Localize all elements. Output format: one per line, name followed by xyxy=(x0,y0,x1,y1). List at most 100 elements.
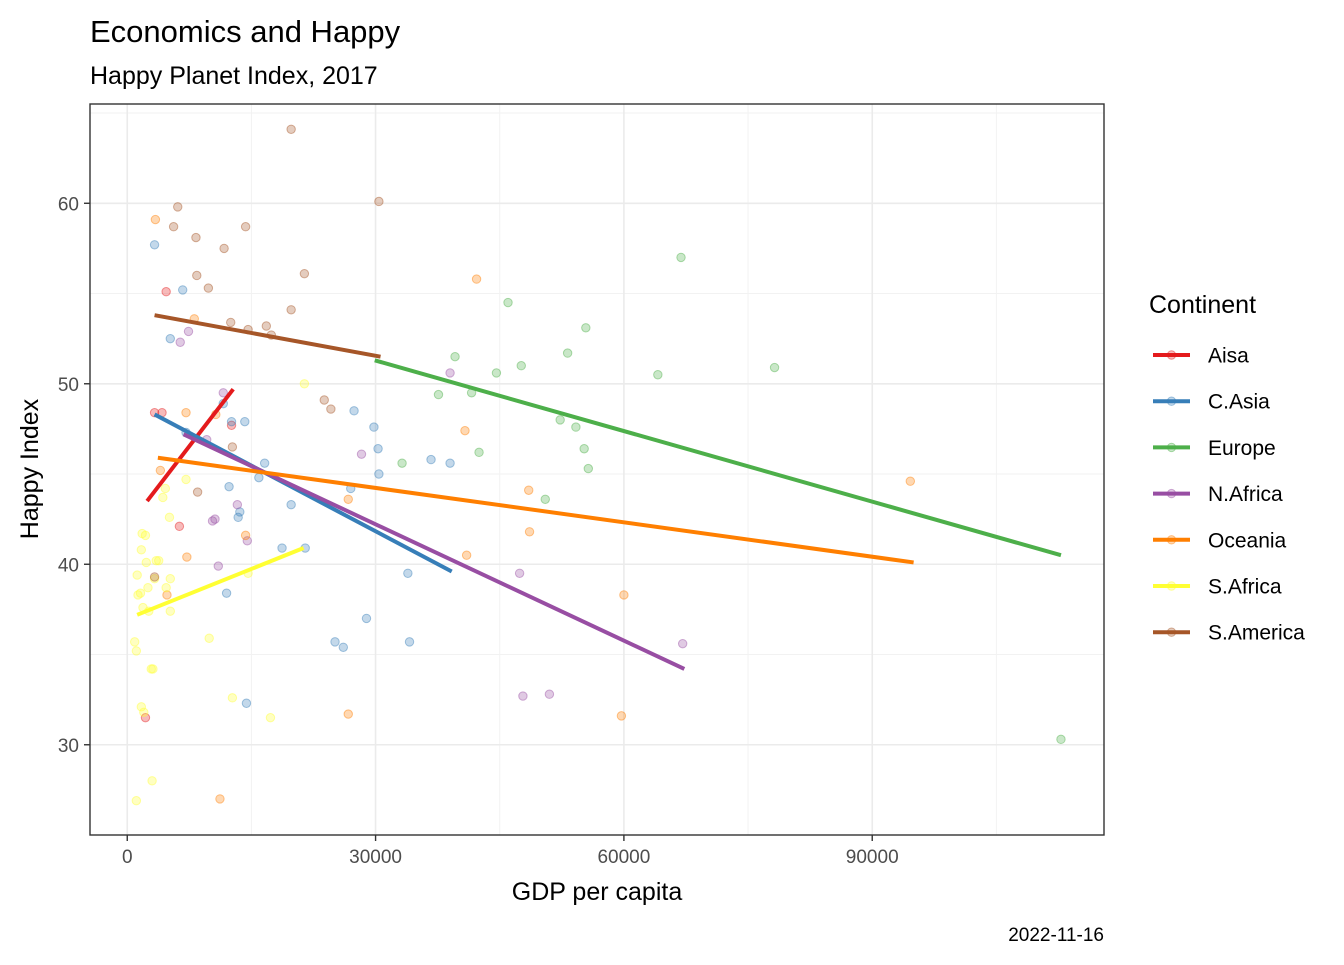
data-point xyxy=(129,637,140,647)
data-point xyxy=(165,333,175,344)
data-point xyxy=(677,638,688,649)
data-point xyxy=(286,305,296,315)
legend-key-point xyxy=(1166,627,1177,637)
data-point xyxy=(277,543,287,553)
data-point xyxy=(232,499,243,510)
data-point xyxy=(162,590,172,600)
legend-label: Oceania xyxy=(1208,529,1287,552)
data-point xyxy=(178,285,188,295)
data-point xyxy=(540,494,550,504)
data-point xyxy=(343,494,353,504)
data-point xyxy=(140,530,151,541)
data-point xyxy=(404,637,415,647)
y-tick-label: 30 xyxy=(58,736,79,757)
series-points-aisa xyxy=(140,287,237,723)
data-point xyxy=(141,557,151,568)
data-point xyxy=(555,415,565,425)
data-point xyxy=(503,297,513,308)
legend-label: Europe xyxy=(1208,437,1276,460)
data-point xyxy=(131,646,142,656)
data-point xyxy=(240,530,251,541)
data-point xyxy=(227,693,238,703)
x-tick-label: 60000 xyxy=(597,847,650,868)
trend-line-c-asia xyxy=(153,412,453,574)
chart-caption: 2022-11-16 xyxy=(1008,925,1104,946)
data-point xyxy=(676,252,686,263)
plot-panel-border xyxy=(89,103,1105,836)
legend-label: S.Africa xyxy=(1208,576,1282,599)
legend-item-europe: Europe xyxy=(1153,437,1276,460)
chart-title: Economics and Happy xyxy=(90,14,401,49)
data-point xyxy=(616,711,627,721)
data-point xyxy=(181,407,191,418)
data-point xyxy=(150,214,161,225)
data-point xyxy=(619,590,629,600)
data-point xyxy=(326,404,336,414)
data-point xyxy=(769,362,780,373)
data-point xyxy=(132,570,142,580)
data-point xyxy=(154,555,164,566)
legend-item-oceania: Oceania xyxy=(1153,529,1287,552)
data-point xyxy=(210,514,220,524)
trend-line-europe xyxy=(374,358,1062,558)
data-point xyxy=(219,243,229,254)
data-point xyxy=(168,222,179,232)
data-point xyxy=(148,664,158,674)
data-point xyxy=(265,712,276,723)
data-point xyxy=(213,561,224,571)
data-point xyxy=(221,588,232,598)
data-point xyxy=(240,222,251,232)
y-tick-label: 40 xyxy=(58,555,79,576)
series-points-europe xyxy=(397,252,1066,745)
data-point xyxy=(259,458,270,468)
data-point xyxy=(181,474,191,485)
data-point xyxy=(330,637,340,647)
data-point xyxy=(226,317,236,328)
data-point xyxy=(374,196,384,207)
data-point xyxy=(147,776,157,786)
data-point xyxy=(397,458,407,468)
data-point xyxy=(516,361,526,371)
data-point xyxy=(361,613,372,624)
data-point xyxy=(218,388,228,398)
y-axis-label: Happy Index xyxy=(16,398,44,539)
data-point xyxy=(133,590,143,600)
data-point xyxy=(461,550,472,560)
data-point xyxy=(155,465,166,476)
data-point xyxy=(1056,734,1066,745)
data-point xyxy=(151,555,161,566)
data-point xyxy=(204,633,214,643)
legend-key-point xyxy=(1166,488,1177,499)
data-point xyxy=(131,796,142,806)
x-tick-label: 30000 xyxy=(349,847,402,868)
legend-item-s-america: S.America xyxy=(1153,622,1305,645)
data-point xyxy=(143,583,153,593)
data-point xyxy=(445,368,455,378)
data-point xyxy=(146,664,156,674)
data-point xyxy=(241,698,252,708)
data-point xyxy=(227,442,238,452)
legend-label: S.America xyxy=(1208,622,1305,645)
data-point xyxy=(165,606,175,616)
data-point xyxy=(460,425,470,436)
data-point xyxy=(343,709,353,719)
data-point xyxy=(562,348,573,358)
legend-key-point xyxy=(1166,535,1177,545)
x-tick-label: 0 xyxy=(122,847,133,868)
data-point xyxy=(183,326,194,337)
data-point xyxy=(581,323,591,333)
data-point xyxy=(254,472,264,483)
legend: Continent Aisa C.Asia Europe N.Africa Oceani… xyxy=(1149,291,1305,645)
data-point xyxy=(149,573,160,584)
data-point xyxy=(433,389,444,400)
data-point xyxy=(403,568,413,578)
data-point xyxy=(240,416,250,427)
legend-item-c-asia: C.Asia xyxy=(1153,391,1270,414)
data-point xyxy=(261,321,272,331)
data-point xyxy=(149,572,160,582)
data-point xyxy=(426,454,436,465)
data-point xyxy=(192,270,202,281)
data-point xyxy=(524,527,535,537)
